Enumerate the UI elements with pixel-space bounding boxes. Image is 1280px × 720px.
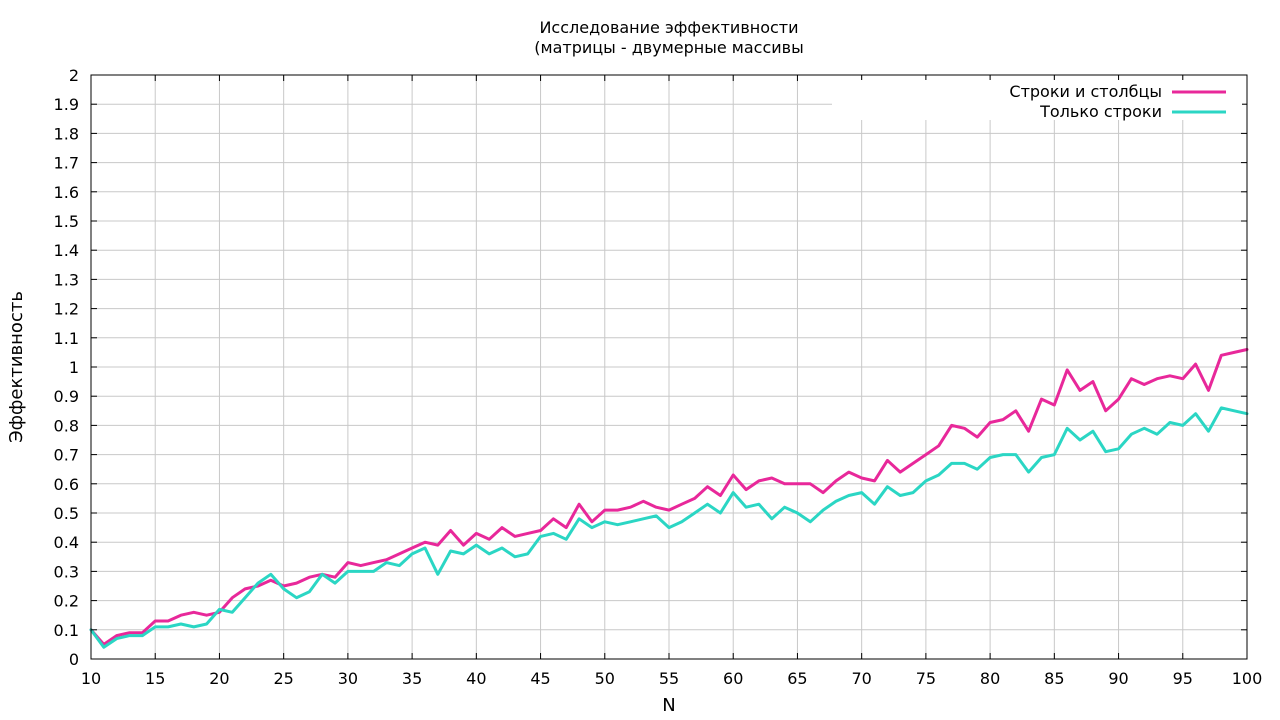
- y-tick-label: 0.7: [54, 446, 79, 465]
- y-tick-label: 1.6: [54, 183, 79, 202]
- x-tick-label: 40: [466, 669, 486, 688]
- y-tick-label: 0.2: [54, 592, 79, 611]
- x-tick-label: 85: [1044, 669, 1064, 688]
- y-tick-label: 0.3: [54, 562, 79, 581]
- x-tick-label: 25: [273, 669, 293, 688]
- x-tick-label: 80: [980, 669, 1000, 688]
- x-tick-label: 90: [1108, 669, 1128, 688]
- chart-title-line-2: (матрицы - двумерные массивы: [534, 38, 803, 57]
- y-tick-label: 1.8: [54, 124, 79, 143]
- y-tick-label: 1.1: [54, 329, 79, 348]
- x-axis-ticks: 10 15 20 25 30 35 40 45 50 55 60 65 70 75 80 85 90 95 100: [81, 75, 1262, 688]
- x-tick-label: 15: [145, 669, 165, 688]
- x-tick-label: 75: [916, 669, 936, 688]
- x-tick-label: 35: [402, 669, 422, 688]
- y-tick-label: 0.8: [54, 416, 79, 435]
- series-line-1: [89, 348, 1249, 646]
- x-tick-label: 45: [530, 669, 550, 688]
- x-tick-label: 20: [209, 669, 229, 688]
- y-tick-label: 2: [69, 66, 79, 85]
- x-tick-label: 70: [851, 669, 871, 688]
- series-line-2: [89, 406, 1249, 649]
- x-tick-label: 100: [1232, 669, 1263, 688]
- legend-label-series-2: Только строки: [1039, 102, 1162, 121]
- y-tick-label: 0: [69, 650, 79, 669]
- y-tick-label: 0.4: [54, 533, 79, 552]
- y-tick-label: 0.6: [54, 475, 79, 494]
- x-tick-label: 10: [81, 669, 101, 688]
- y-tick-label: 1.9: [54, 95, 79, 114]
- x-tick-label: 55: [659, 669, 679, 688]
- x-axis-label: N: [662, 695, 675, 716]
- legend: Строки и столбцы Только строки: [832, 80, 1242, 121]
- y-axis-label: Эффективность: [6, 291, 27, 443]
- y-tick-label: 0.9: [54, 387, 79, 406]
- y-tick-label: 1.2: [54, 300, 79, 319]
- x-tick-label: 65: [787, 669, 807, 688]
- y-tick-label: 1: [69, 358, 79, 377]
- x-tick-label: 50: [595, 669, 615, 688]
- y-tick-label: 0.5: [54, 504, 79, 523]
- series-layer: [89, 348, 1249, 649]
- chart-title-line-1: Исследование эффективности: [539, 18, 798, 37]
- y-tick-label: 1.5: [54, 212, 79, 231]
- y-axis-ticks: 0 0.1 0.2 0.3 0.4 0.5 0.6 0.7 0.8 0.9 1 1.1 1.2 1.3 1.…: [54, 66, 1247, 669]
- y-tick-label: 1.4: [54, 241, 79, 260]
- x-tick-label: 95: [1173, 669, 1193, 688]
- y-tick-label: 0.1: [54, 621, 79, 640]
- y-tick-label: 1.3: [54, 270, 79, 289]
- x-tick-label: 30: [338, 669, 358, 688]
- grid: [91, 75, 1247, 659]
- legend-label-series-1: Строки и столбцы: [1009, 82, 1162, 101]
- y-tick-label: 1.7: [54, 154, 79, 173]
- x-tick-label: 60: [723, 669, 743, 688]
